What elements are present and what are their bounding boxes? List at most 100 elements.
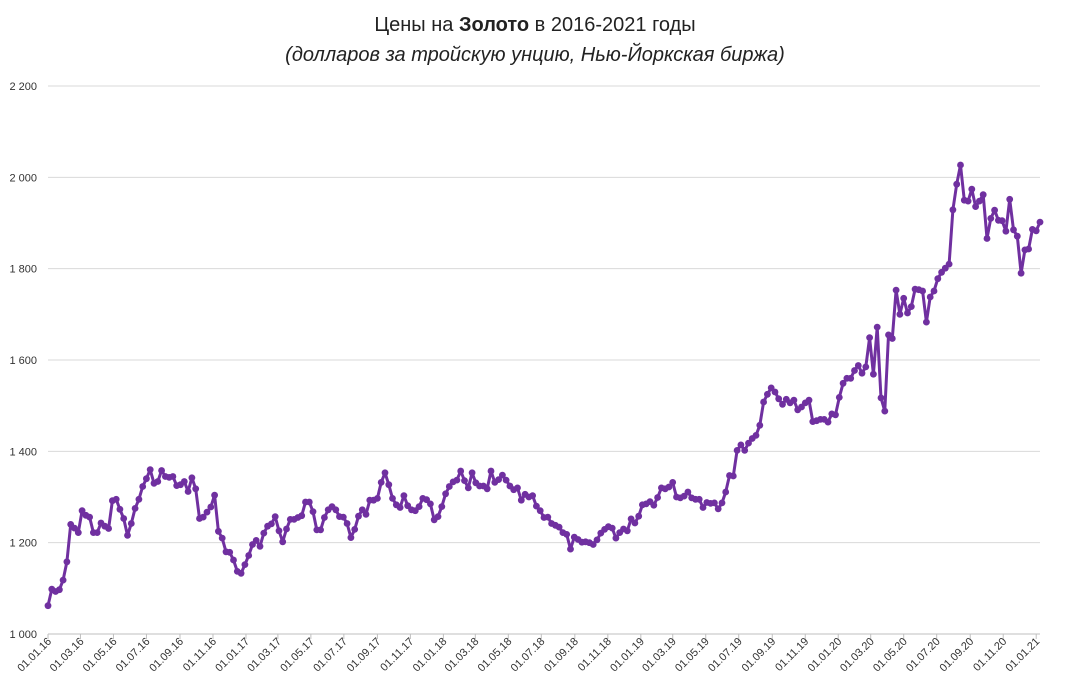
x-tick-label: 01.03.16 [48,636,87,675]
data-point [355,512,362,520]
data-point [729,472,737,480]
data-point [457,467,465,475]
chart-title: Цены на Золото в 2016-2021 годы [0,10,1070,40]
x-tick-label: 01.05.20 [871,636,910,675]
data-point [877,394,885,402]
data-point [684,488,692,496]
data-point [309,508,317,515]
data-point [972,203,979,211]
data-point [203,508,211,516]
x-tick-label: 01.09.16 [147,636,186,675]
data-point [851,367,858,374]
data-point [957,161,964,169]
data-point [1006,195,1014,203]
data-point [105,525,112,532]
data-point [635,512,643,520]
data-point [892,286,900,294]
data-point [854,362,862,369]
data-point [143,475,150,483]
data-point [305,498,313,506]
data-point [468,469,476,477]
data-point [953,180,961,188]
data-point [771,388,779,396]
data-point [339,513,347,521]
data-point [445,483,453,490]
data-point [544,513,552,521]
x-tick-label: 01.11.16 [181,636,219,674]
data-point [514,484,521,492]
title-bold: Золото [458,14,530,36]
data-point [131,505,139,512]
data-point [358,506,366,514]
data-point [120,515,128,522]
data-point [1017,269,1025,277]
data-point [271,513,279,520]
data-point [275,527,283,535]
y-tick-label: 2 200 [9,81,37,93]
data-point [870,370,877,378]
data-point [499,471,506,479]
data-point [464,484,472,492]
data-point [805,396,813,404]
data-point [760,398,767,406]
x-tick-label: 01.07.20 [904,636,943,675]
data-point [63,558,71,566]
data-point [919,287,926,295]
data-point [1010,226,1017,234]
data-point [184,488,192,495]
data-point [593,536,601,544]
data-point [930,287,938,295]
data-point [230,556,237,564]
data-point [59,576,67,584]
data-point [968,185,976,193]
data-point [718,499,726,507]
data-point [218,534,226,542]
data-point [237,569,245,577]
data-point [983,235,991,242]
data-point [226,548,234,556]
data-point [945,260,953,268]
data-point [260,529,268,537]
data-point [631,519,639,527]
series-line [46,163,1042,608]
data-point [741,447,749,454]
data-point [979,191,987,199]
x-tick-label: 01.01.19 [608,636,647,675]
y-tick-label: 1 800 [9,264,37,276]
data-point [1032,227,1040,235]
data-point [835,394,843,401]
data-point [998,217,1006,225]
data-point [343,520,351,527]
data-point [873,323,881,331]
y-tick-label: 1 200 [9,538,37,550]
data-point [461,477,468,484]
data-point [139,483,147,490]
data-point [881,407,889,415]
data-point [438,503,446,510]
data-point [926,293,934,301]
data-point [154,478,162,485]
data-point [862,363,870,371]
data-point [949,206,957,214]
data-point [888,335,896,342]
data-point [374,495,381,502]
data-point [764,390,771,398]
chart-title-block: Цены на Золото в 2016-2021 годы (долларо… [0,10,1070,70]
data-point [415,503,423,510]
data-point [389,495,396,502]
data-point [934,275,942,283]
data-point [127,520,135,527]
x-tick-label: 01.03.19 [640,636,679,675]
data-point [858,369,866,377]
x-tick-label: 01.05.19 [673,636,712,675]
data-point [199,513,207,521]
data-point [180,478,188,485]
data-point [211,491,219,499]
data-point [116,505,124,513]
data-point [1002,227,1010,235]
data-point [695,495,703,503]
data-point [669,479,677,486]
data-point [563,531,571,538]
data-point [722,488,730,496]
data-point [964,197,972,205]
